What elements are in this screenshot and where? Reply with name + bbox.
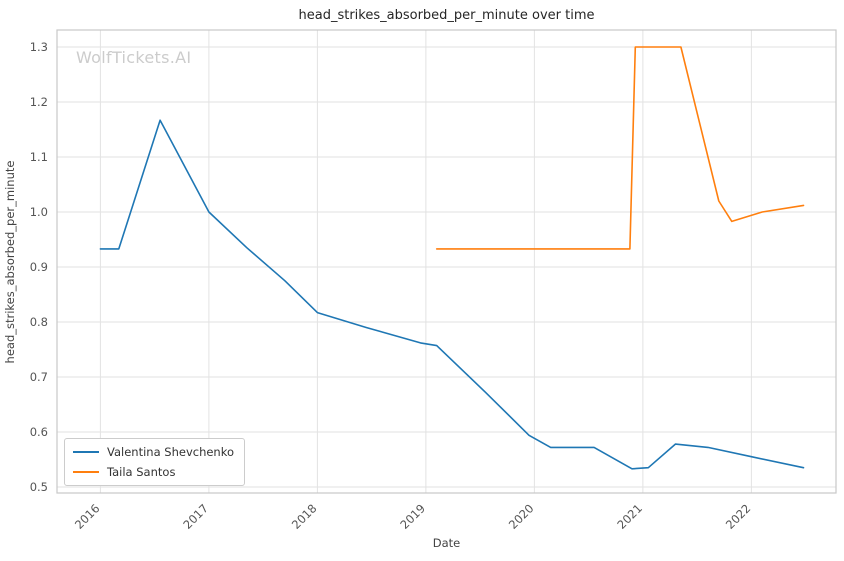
series-line-taila-santos	[435, 46, 805, 250]
legend-item-valentina: Valentina Shevchenko	[73, 445, 234, 459]
legend-line-swatch-valentina	[73, 451, 99, 453]
plot-area-background	[57, 30, 836, 493]
x-tick-label: 2016	[72, 501, 103, 532]
y-tick-label: 0.8	[30, 315, 48, 329]
x-tick-label: 2019	[397, 501, 428, 532]
y-tick-label: 1.2	[30, 95, 48, 109]
legend-label-valentina: Valentina Shevchenko	[107, 445, 235, 459]
legend-item-taila: Taila Santos	[73, 465, 234, 479]
watermark: WolfTickets.AI	[76, 48, 192, 67]
x-tick-label: 2021	[614, 501, 645, 532]
x-tick-label: 2018	[289, 501, 320, 532]
y-tick-label: 1.0	[30, 205, 48, 219]
x-tick-label: 2017	[180, 501, 211, 532]
y-tick-label: 0.6	[30, 425, 48, 439]
x-axis-label: Date	[432, 536, 461, 550]
x-tick-label: 2022	[723, 501, 754, 532]
chart-title: head_strikes_absorbed_per_minute over ti…	[298, 8, 595, 23]
y-tick-label: 0.7	[30, 370, 48, 384]
series-line-valentina-shevchenko	[99, 119, 805, 470]
legend: Valentina Shevchenko Taila Santos	[64, 438, 246, 486]
y-tick-label: 0.9	[30, 260, 48, 274]
x-tick-label: 2020	[506, 501, 537, 532]
plot-border	[56, 29, 837, 494]
y-tick-label: 1.3	[30, 40, 48, 54]
legend-label-taila: Taila Santos	[107, 465, 176, 479]
y-tick-label: 1.1	[30, 150, 48, 164]
legend-line-swatch-taila	[73, 471, 99, 473]
y-tick-label: 0.5	[30, 480, 48, 494]
